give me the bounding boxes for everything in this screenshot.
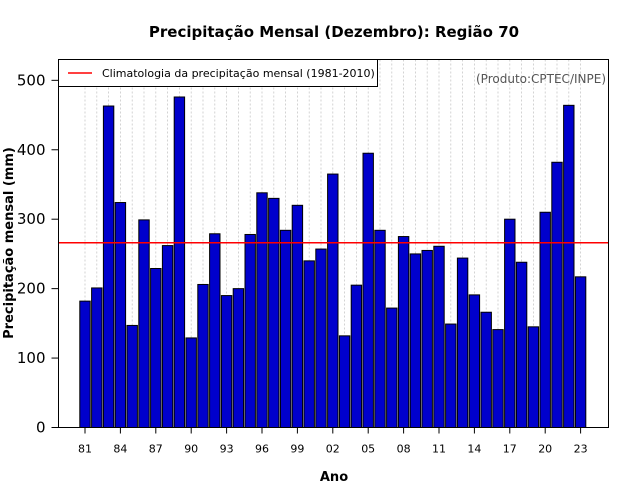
bar-1989 — [173, 96, 186, 428]
x-tick-label: 81 — [78, 443, 92, 456]
x-tick-label: 14 — [467, 443, 481, 456]
bar-1999 — [291, 204, 304, 428]
bar-2012 — [445, 323, 457, 428]
x-tick-label: 02 — [326, 443, 340, 456]
bar-2023 — [574, 276, 587, 428]
bar-2004 — [350, 284, 363, 428]
x-tick-label: 93 — [220, 443, 234, 456]
x-tick-label: 20 — [538, 443, 552, 456]
y-axis: 0 100 200 300 400 500 — [17, 71, 59, 437]
bar-1996 — [256, 192, 268, 428]
bar-1982 — [91, 287, 103, 429]
bar-1991 — [197, 283, 209, 428]
y-tick-label: 400 — [17, 141, 46, 159]
chart-title: Precipitação Mensal (Dezembro): Região 7… — [149, 23, 519, 41]
y-tick-label: 100 — [17, 349, 46, 367]
y-tick-label: 300 — [17, 210, 46, 228]
bar-2010 — [421, 249, 433, 428]
bar-1997 — [268, 197, 280, 428]
bar-2001 — [315, 248, 327, 428]
y-axis-title: Precipitação mensal (mm) — [2, 147, 17, 339]
bar-2006 — [374, 229, 386, 428]
product-annotation: (Produto:CPTEC/INPE) — [476, 72, 606, 86]
x-tick-label: 05 — [361, 443, 375, 456]
x-tick-label: 11 — [432, 443, 446, 456]
bar-2018 — [515, 261, 528, 428]
x-tick-label: 23 — [574, 443, 588, 456]
legend-label-climatology: Climatologia da precipitação mensal (198… — [102, 67, 375, 80]
bar-2015 — [480, 311, 492, 428]
bar-1987 — [150, 267, 162, 428]
bar-2013 — [456, 257, 469, 429]
bar-2002 — [327, 173, 339, 428]
x-tick-label: 90 — [184, 443, 198, 456]
bar-1988 — [161, 245, 174, 428]
y-tick-label: 200 — [17, 280, 46, 298]
x-tick-label: 84 — [113, 443, 127, 456]
x-tick-label: 17 — [503, 443, 517, 456]
y-tick-label: 0 — [36, 419, 46, 437]
bar-1984 — [114, 202, 127, 428]
bar-2011 — [433, 245, 445, 428]
bar-2009 — [409, 253, 422, 428]
bar-2007 — [386, 307, 398, 428]
bar-2021 — [551, 161, 563, 428]
bar-1993 — [220, 295, 233, 428]
bar-2000 — [303, 260, 315, 428]
bar-2003 — [338, 335, 351, 428]
bar-1992 — [209, 233, 221, 428]
legend-box — [58, 59, 378, 87]
x-tick-label: 87 — [149, 443, 163, 456]
bar-1985 — [126, 324, 138, 428]
x-tick-label: 08 — [397, 443, 411, 456]
bar-2008 — [397, 236, 410, 428]
x-tick-label: 99 — [290, 443, 304, 456]
bar-1998 — [279, 229, 292, 428]
bar-1981 — [79, 300, 91, 428]
bar-2022 — [563, 104, 575, 428]
bar-1983 — [102, 105, 115, 428]
y-tick-label: 500 — [17, 71, 46, 89]
bar-2019 — [527, 326, 540, 428]
bar-2014 — [468, 294, 481, 428]
bar-1986 — [138, 219, 150, 428]
x-axis-title: Ano — [320, 470, 348, 485]
bars-layer — [79, 96, 587, 429]
bar-2005 — [362, 152, 374, 429]
bar-2016 — [492, 329, 504, 428]
bar-1990 — [185, 337, 197, 428]
bar-1994 — [232, 288, 245, 428]
x-tick-label: 96 — [255, 443, 269, 456]
bar-2017 — [504, 218, 516, 428]
x-axis: 81 84 87 90 93 96 99 02 05 08 11 14 17 20 23 — [78, 427, 588, 456]
bar-2020 — [539, 211, 551, 428]
legend: Climatologia da precipitação mensal (198… — [58, 59, 378, 87]
bar-1995 — [244, 233, 256, 428]
